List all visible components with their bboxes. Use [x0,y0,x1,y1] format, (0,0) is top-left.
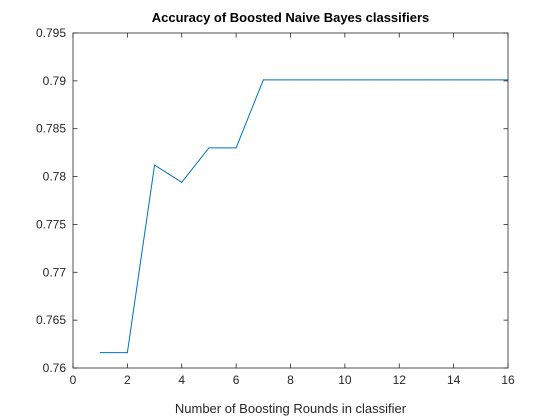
data-point [181,181,183,183]
data-point [398,79,400,81]
data-point [425,79,427,81]
x-tick-label: 0 [70,373,77,387]
plot-area [73,33,508,368]
chart-title: Accuracy of Boosted Naive Bayes classifi… [152,10,429,25]
axes-box [72,32,509,369]
y-tick-label: 0.79 [43,74,67,88]
series-line [100,79,508,354]
x-tick-label: 12 [393,373,407,387]
x-tick-label: 16 [501,373,515,387]
x-tick-label: 14 [447,373,461,387]
y-ticks: 0.76 0.765 0.77 0.775 0.78 0.785 0.79 0.795 [36,26,508,375]
y-tick-label: 0.795 [36,26,66,40]
data-point [344,79,346,81]
y-tick-label: 0.78 [43,170,67,184]
data-point [480,79,482,81]
data-point [453,79,455,81]
y-tick-label: 0.775 [36,217,66,231]
data-point [290,79,291,81]
y-tick-label: 0.76 [43,361,67,375]
x-ticks: 0 2 4 6 8 10 12 14 16 [70,33,515,387]
x-tick-label: 8 [287,373,294,387]
x-tick-label: 4 [178,373,185,387]
data-point [317,79,319,81]
y-tick-label: 0.77 [43,265,67,279]
x-tick-label: 6 [233,373,240,387]
data-point [262,79,264,81]
y-tick-label: 0.785 [36,122,66,136]
x-tick-label: 10 [338,373,352,387]
x-tick-label: 2 [124,373,131,387]
y-tick-label: 0.765 [36,313,66,327]
data-point [371,79,373,81]
data-point [154,164,156,166]
data-point [99,352,101,354]
series-layer [99,79,509,354]
data-point [235,147,237,149]
data-point [126,352,128,354]
x-axis-label: Number of Boosting Rounds in classifier [175,401,407,416]
data-point [208,147,210,149]
